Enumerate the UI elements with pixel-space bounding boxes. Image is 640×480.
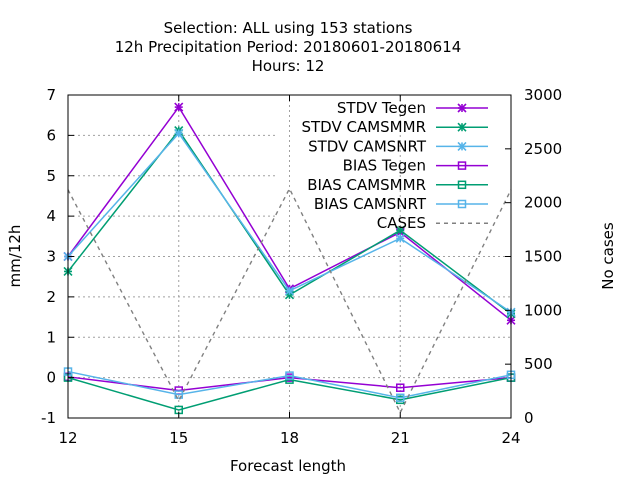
- series-bias-camsmmr: [63, 373, 516, 415]
- series-line-cases: [67, 187, 512, 415]
- axis-ticks: 12 15 18 21 24-10123456705001000150020002500…: [41, 86, 562, 447]
- x-tick-label: 15: [169, 429, 188, 447]
- grid: [68, 95, 511, 418]
- y2-tick-label: 3000: [524, 86, 562, 104]
- legend-marker: [457, 161, 467, 170]
- x-tick-label: 21: [391, 429, 410, 447]
- legend-entry-stdv-camsnrt: STDV CAMSNRT: [308, 137, 488, 155]
- y2-tick-label: 1500: [524, 248, 562, 266]
- legend-entry-bias-camsnrt: BIAS CAMSNRT: [314, 195, 488, 213]
- title-line-2: 12h Precipitation Period: 20180601-20180…: [115, 38, 462, 56]
- legend-label: STDV CAMSNRT: [308, 137, 427, 155]
- x-tick-label: 24: [501, 429, 520, 447]
- data-point: [396, 393, 405, 403]
- legend-entry-stdv-camsmmr: STDV CAMSMMR: [301, 118, 488, 136]
- y-tick-label: 0: [46, 369, 56, 387]
- y2-axis-label: No cases: [599, 222, 617, 290]
- title-line-3: Hours: 12: [252, 57, 325, 75]
- legend-entry-bias-camsmmr: BIAS CAMSMMR: [307, 176, 488, 194]
- x-tick-label: 18: [280, 429, 299, 447]
- x-tick-label: 12: [58, 429, 77, 447]
- legend-marker: [457, 180, 467, 190]
- y-tick-label: 4: [46, 207, 56, 225]
- legend-entry-stdv-tegen: STDV Tegen: [337, 99, 488, 117]
- legend-label: BIAS CAMSMMR: [307, 176, 426, 194]
- data-point: [174, 390, 183, 399]
- series-line-bias-tegen: [67, 376, 512, 392]
- y2-tick-label: 2500: [524, 140, 562, 158]
- y-tick-label: 6: [46, 126, 56, 144]
- legend-label: BIAS Tegen: [343, 157, 426, 175]
- y-tick-label: 7: [46, 86, 56, 104]
- y2-tick-label: 2000: [524, 194, 562, 212]
- series-cases: [67, 187, 512, 415]
- y2-tick-label: 0: [524, 409, 534, 427]
- y-tick-label: 5: [46, 167, 56, 185]
- y-tick-label: 1: [46, 328, 56, 346]
- legend-label: CASES: [377, 214, 426, 232]
- data-point: [396, 383, 405, 392]
- y2-tick-label: 1000: [524, 301, 562, 319]
- title-line-1: Selection: ALL using 153 stations: [164, 19, 413, 37]
- legend-entry-cases: CASES: [377, 214, 488, 232]
- y-tick-label: -1: [41, 409, 56, 427]
- y-tick-label: 3: [46, 248, 56, 266]
- y-axis-label: mm/12h: [6, 225, 24, 288]
- data-point: [285, 371, 294, 380]
- chart-title: Selection: ALL using 153 stations 12h Pr…: [115, 19, 462, 75]
- y-tick-label: 2: [46, 288, 56, 306]
- legend-marker: [457, 199, 467, 209]
- series-line-bias-camsnrt: [67, 370, 512, 399]
- legend-label: STDV Tegen: [337, 99, 426, 117]
- legend-entry-bias-tegen: BIAS Tegen: [343, 157, 488, 175]
- legend-label: STDV CAMSMMR: [301, 118, 426, 136]
- x-axis-label: Forecast length: [230, 457, 346, 475]
- legend-label: BIAS CAMSNRT: [314, 195, 427, 213]
- y2-tick-label: 500: [524, 355, 553, 373]
